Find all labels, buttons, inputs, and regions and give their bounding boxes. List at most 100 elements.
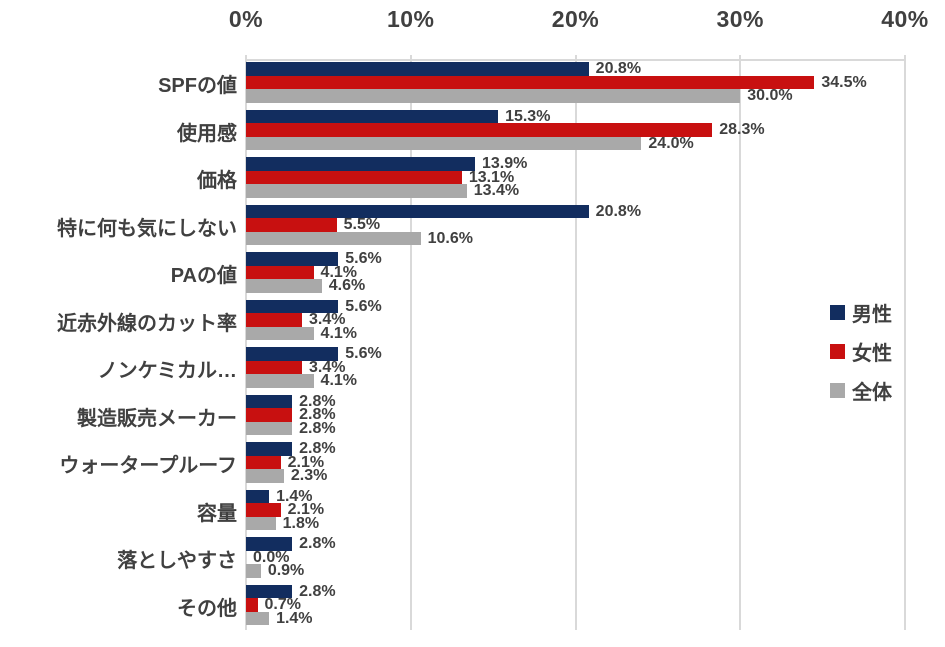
value-label: 0.7%	[264, 596, 301, 613]
gridline	[904, 60, 906, 630]
category-label: SPFの値	[158, 75, 237, 98]
bar-全体	[246, 89, 741, 103]
category-label: その他	[177, 597, 237, 620]
value-label: 3.4%	[309, 358, 346, 376]
axis-tick-mark	[409, 55, 412, 60]
bar-女性	[246, 313, 302, 327]
value-label: 13.1%	[468, 168, 515, 186]
value-label: 2.8%	[299, 419, 336, 437]
value-label: 15.3%	[505, 107, 551, 125]
axis-tick-mark	[574, 55, 577, 60]
bar-男性	[246, 394, 293, 408]
legend-item-全体: 全体	[830, 371, 892, 410]
category-label: 容量	[197, 502, 237, 525]
bar-男性	[246, 489, 270, 503]
bar-全体	[246, 516, 276, 530]
bar-女性	[246, 123, 713, 137]
value-label: 30.0%	[747, 87, 793, 104]
category-label: 価格	[197, 170, 237, 193]
category-label: ノンケミカル…	[97, 360, 237, 383]
value-label: 5.5%	[343, 216, 381, 233]
value-label: 20.8%	[595, 60, 642, 77]
bar-全体	[246, 469, 284, 483]
bar-女性	[246, 408, 293, 422]
bar-男性	[246, 299, 339, 313]
gridline	[245, 60, 247, 630]
bar-全体	[246, 421, 293, 435]
legend-item-男性: 男性	[830, 293, 892, 332]
bar-全体	[246, 564, 261, 578]
bar-全体	[246, 326, 314, 340]
value-label: 4.1%	[320, 263, 358, 281]
bar-女性	[246, 170, 462, 184]
bar-全体	[246, 136, 642, 150]
value-label: 5.6%	[345, 297, 382, 315]
value-label: 13.9%	[482, 155, 528, 172]
axis-tick-mark	[245, 55, 247, 60]
value-label: 2.1%	[287, 501, 325, 518]
bar-男性	[246, 347, 339, 361]
axis-tick-mark	[739, 55, 742, 60]
value-label: 34.5%	[821, 73, 867, 91]
value-label: 24.0%	[648, 134, 694, 152]
x-axis-tick-label: 40%	[881, 6, 929, 32]
legend-label: 男性	[852, 304, 892, 326]
category-label: ウォータープルーフ	[59, 455, 237, 478]
bar-全体	[246, 374, 314, 388]
bar-女性	[246, 455, 281, 469]
x-axis-tick-label: 0%	[228, 6, 264, 32]
value-label: 5.6%	[345, 345, 382, 362]
value-label: 4.6%	[328, 277, 366, 294]
category-label: 落としやすさ	[117, 550, 237, 573]
value-label: 2.8%	[299, 582, 336, 600]
legend-swatch-icon	[830, 344, 845, 359]
value-label: 2.8%	[299, 440, 336, 457]
value-label: 13.4%	[473, 182, 520, 199]
axis-tick-mark	[904, 55, 906, 60]
bar-男性	[246, 252, 339, 266]
value-label: 4.1%	[320, 372, 358, 389]
bar-男性	[246, 62, 589, 76]
x-axis-tick-label: 20%	[551, 6, 600, 32]
value-label: 5.6%	[345, 250, 382, 267]
value-label: 2.8%	[299, 535, 336, 552]
value-label: 2.8%	[299, 392, 336, 410]
value-label: 2.1%	[287, 453, 325, 471]
bar-全体	[246, 184, 467, 198]
legend-swatch-icon	[830, 383, 845, 398]
bar-男性	[246, 204, 589, 218]
bar-男性	[246, 109, 499, 123]
gridline	[574, 60, 577, 630]
category-label: PAの値	[170, 265, 237, 288]
bar-女性	[246, 218, 337, 232]
value-label: 2.8%	[299, 406, 336, 423]
bar-女性	[246, 75, 815, 89]
legend-label: 女性	[852, 343, 892, 365]
bar-女性	[246, 265, 314, 279]
value-label: 1.8%	[282, 514, 320, 532]
value-label: 0.9%	[267, 562, 305, 579]
value-label: 4.1%	[320, 324, 358, 342]
plot-area: 20.8% 34.5% 30.0% 15.3% 28.3% 24.0% 13.9% 13.1%…	[245, 55, 906, 630]
bar-女性	[246, 360, 302, 374]
x-axis-tick-label: 10%	[386, 6, 435, 32]
legend: 男性 女性 全体	[830, 293, 892, 410]
bar-男性	[246, 584, 293, 598]
gridline	[739, 60, 742, 630]
category-label: 製造販売メーカー	[77, 407, 237, 430]
value-label: 3.4%	[309, 311, 346, 328]
bar-男性	[246, 537, 293, 551]
value-label: 2.3%	[290, 467, 328, 484]
value-label: 28.3%	[719, 121, 765, 138]
bar-女性	[246, 598, 258, 612]
value-label: 20.8%	[595, 202, 642, 220]
bar-全体	[246, 231, 421, 245]
category-label: 特に何も気にしない	[57, 217, 237, 240]
value-label: 0.0%	[253, 548, 290, 566]
legend-label: 全体	[852, 382, 892, 404]
bar-男性	[246, 157, 475, 171]
bar-男性	[246, 442, 293, 456]
x-axis-tick-label: 30%	[716, 6, 765, 32]
legend-item-女性: 女性	[830, 332, 892, 371]
